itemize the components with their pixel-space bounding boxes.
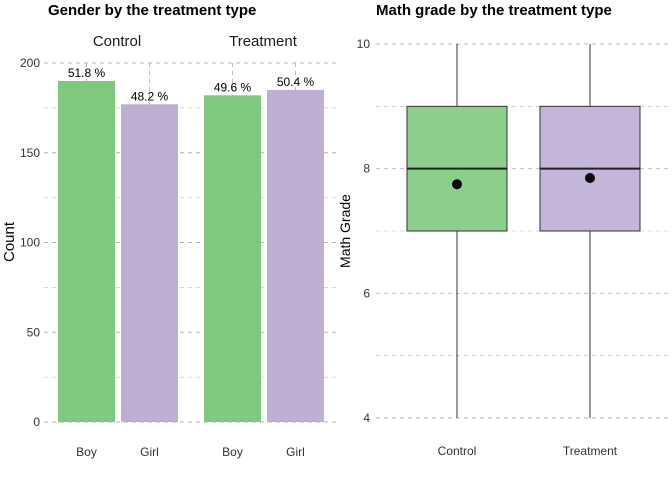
bar-mark xyxy=(121,104,178,422)
box-mean-point xyxy=(585,173,595,184)
bar-data-label: 49.6 % xyxy=(214,80,252,94)
bar-chart-ylabel: Count xyxy=(1,221,18,262)
box-y-tick-label: 8 xyxy=(363,162,370,176)
bar-y-tick-label: 0 xyxy=(33,415,40,429)
bar-facet-label: Control xyxy=(93,33,141,50)
bar-y-tick-label: 200 xyxy=(20,56,40,70)
box-chart-ylabel: Math Grade xyxy=(337,194,353,268)
box-mean-point xyxy=(452,179,462,190)
box-y-tick-label: 4 xyxy=(363,411,370,425)
box-x-tick-label: Control xyxy=(438,444,477,458)
bar-x-tick-label: Boy xyxy=(222,445,243,459)
bar-mark xyxy=(267,89,324,423)
box-x-tick-label: Treatment xyxy=(563,444,618,458)
box-chart-title: Math grade by the treatment type xyxy=(376,2,612,19)
bar-y-tick-label: 150 xyxy=(20,146,40,160)
bar-y-tick-label: 100 xyxy=(20,236,40,250)
bar-facet-label: Treatment xyxy=(229,33,298,50)
bar-x-tick-label: Girl xyxy=(286,445,305,459)
bar-y-tick-label: 50 xyxy=(27,325,41,339)
box-y-tick-label: 6 xyxy=(363,286,370,300)
box-y-tick-label: 10 xyxy=(357,37,371,51)
bar-data-label: 50.4 % xyxy=(277,75,315,89)
bar-x-tick-label: Boy xyxy=(76,445,97,459)
bar-data-label: 48.2 % xyxy=(131,89,169,103)
bar-mark xyxy=(58,80,115,422)
bar-chart-title: Gender by the treatment type xyxy=(48,2,256,19)
bar-mark xyxy=(204,95,261,422)
bar-data-label: 51.8 % xyxy=(68,66,106,80)
bar-x-tick-label: Girl xyxy=(140,445,159,459)
